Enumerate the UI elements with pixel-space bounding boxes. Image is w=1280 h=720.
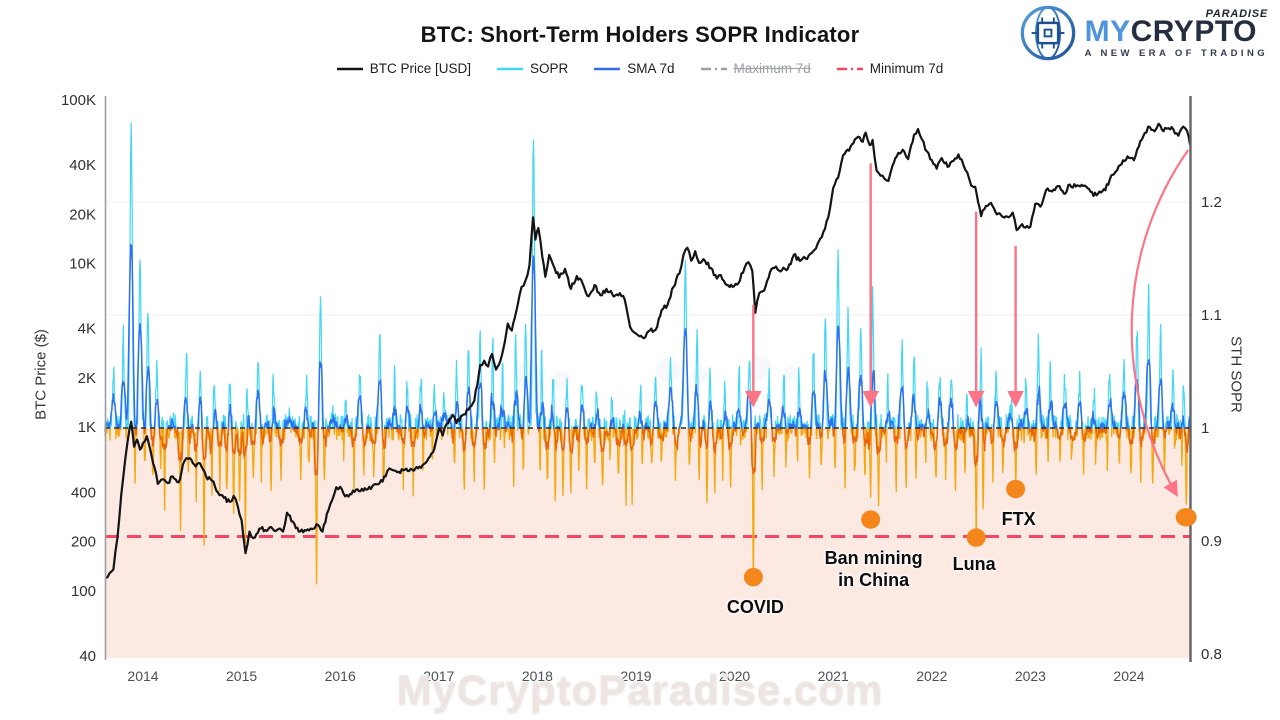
legend-swatch [700,67,727,70]
ghost-watermark [692,368,708,384]
x-axis-tick: 2022 [916,668,947,684]
x-axis-tick: 2015 [226,668,257,684]
legend-label: SOPR [529,61,569,76]
chart-title: BTC: Short-Term Holders SOPR Indicator [420,22,860,47]
right-axis-tick: 1.1 [1201,307,1222,324]
right-axis-tick: 1.2 [1201,194,1222,211]
event-dot [743,567,763,587]
x-axis-tick: 2014 [127,668,158,684]
x-axis-tick: 2021 [818,668,849,684]
legend-item-sopr[interactable]: SOPR [496,61,569,76]
brand-wordmark: MYCRYPTO [1084,14,1257,48]
brand-tagline: A NEW ERA OF TRADING [1084,47,1268,59]
ghost-watermark [784,366,800,382]
left-axis-tick: 200 [71,534,96,551]
right-axis-title: STH SOPR [1227,336,1245,413]
left-axis-tick: 1K [78,419,96,436]
event-dot [1006,479,1026,499]
brand-paradise: PARADISE [1205,7,1268,20]
left-axis-tick: 100 [71,583,96,600]
legend-swatch [496,67,523,70]
legend-item-maximum-7d[interactable]: Maximum 7d [700,61,811,76]
legend-swatch [594,67,621,70]
legend-label: Maximum 7d [733,61,811,76]
right-axis-tick: 0.9 [1201,533,1222,550]
brand-logo: PARADISE MYCRYPTO A NEW ERA OF TRADING [1019,4,1268,62]
brand-my: MY [1084,14,1131,48]
below-one-region [105,428,1190,658]
left-axis-tick: 20K [69,206,96,223]
legend-label: SMA 7d [627,61,675,76]
ghost-watermark [553,371,571,389]
x-axis-tick: 2016 [325,668,356,684]
event-arrow-curved [1130,149,1190,497]
btc-price-series [105,122,1192,579]
legend-item-minimum-7d[interactable]: Minimum 7d [836,61,944,76]
left-axis-tick: 400 [71,484,96,501]
legend-item-sma-7d[interactable]: SMA 7d [594,61,675,76]
left-axis-tick: 40K [69,157,96,174]
left-axis-tick: 4K [78,321,96,338]
x-axis-tick: 2024 [1113,668,1144,684]
legend-label: Minimum 7d [869,61,944,76]
legend-swatch [836,67,863,70]
x-axis-tick: 2019 [620,668,651,684]
left-axis-tick: 100K [61,92,96,109]
left-axis-tick: 2K [78,370,96,387]
right-axis-tick: 1 [1201,420,1209,437]
event-dot [1175,508,1197,527]
x-axis-tick: 2023 [1015,668,1046,684]
site-watermark: MyCryptoParadise.com [396,666,884,713]
legend-swatch [336,67,363,70]
legend-item-btc-price-usd-[interactable]: BTC Price [USD] [336,61,471,76]
x-axis-tick: 2017 [423,668,454,684]
brand-crypto: CRYPTO [1130,14,1257,48]
sma7d-series [104,242,1191,429]
left-axis-tick: 10K [69,256,96,273]
ghost-watermark [656,358,680,382]
globe-icon [1020,5,1075,61]
x-axis-tick: 2020 [719,668,750,684]
legend: BTC Price [USD] SOPR SMA 7d Maximum 7d Minim… [0,61,1280,76]
x-axis-tick: 2018 [522,668,553,684]
sma7d-series-below-one [104,428,1190,476]
legend-label: BTC Price [USD] [369,61,471,76]
left-axis-tick: 40 [79,648,96,665]
right-axis-tick: 0.8 [1201,646,1222,663]
ghost-watermark [515,361,541,387]
left-axis-title: BTC Price ($) [32,329,50,420]
event-dot [966,528,986,547]
event-dot [861,510,881,529]
